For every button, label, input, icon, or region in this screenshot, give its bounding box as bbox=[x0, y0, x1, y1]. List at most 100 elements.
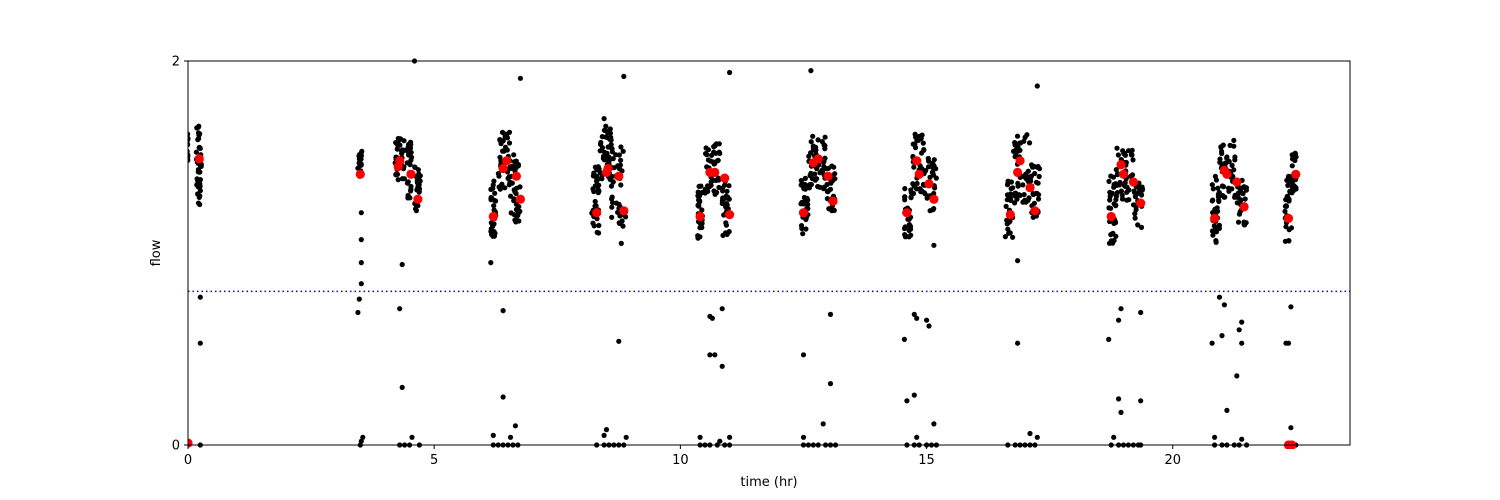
sample-point bbox=[404, 180, 410, 186]
sample-point bbox=[827, 206, 833, 212]
sample-point bbox=[712, 142, 719, 148]
sample-point bbox=[1118, 306, 1124, 312]
sample-point bbox=[800, 434, 807, 440]
sample-point bbox=[1012, 200, 1018, 206]
sample-point bbox=[914, 138, 920, 144]
mean-point bbox=[924, 179, 934, 189]
sample-point bbox=[618, 240, 624, 246]
sample-point bbox=[592, 203, 598, 209]
sample-point bbox=[1115, 152, 1121, 158]
sample-point bbox=[1133, 207, 1139, 213]
sample-point bbox=[1110, 230, 1116, 236]
sample-point bbox=[711, 188, 717, 194]
sample-point bbox=[716, 149, 722, 155]
x-tick-label: 10 bbox=[672, 453, 689, 468]
sample-point bbox=[194, 125, 200, 131]
sample-point bbox=[1015, 340, 1021, 346]
sample-point bbox=[1026, 195, 1032, 201]
sample-point bbox=[798, 223, 805, 229]
mean-point bbox=[488, 211, 498, 222]
sample-point bbox=[1116, 317, 1122, 323]
sample-point bbox=[188, 152, 190, 158]
sample-point bbox=[591, 223, 597, 229]
sample-point bbox=[931, 242, 937, 248]
sample-point bbox=[1113, 202, 1119, 208]
sample-point bbox=[514, 185, 520, 191]
sample-point bbox=[490, 432, 496, 438]
sample-point bbox=[621, 73, 627, 79]
sample-point bbox=[511, 198, 517, 204]
y-axis-ticks: 02 bbox=[172, 55, 188, 454]
sample-point bbox=[1289, 163, 1295, 169]
mean-point bbox=[725, 210, 735, 220]
sample-point bbox=[607, 126, 613, 132]
sample-point bbox=[515, 210, 521, 216]
sample-point bbox=[1138, 309, 1144, 316]
sample-point bbox=[798, 201, 804, 207]
sample-point bbox=[1008, 186, 1014, 192]
sample-point bbox=[197, 294, 203, 300]
sample-point bbox=[509, 180, 515, 186]
sample-point bbox=[1215, 208, 1221, 214]
sample-point bbox=[1013, 152, 1019, 158]
sample-point bbox=[197, 178, 203, 184]
sample-point bbox=[1132, 211, 1138, 217]
sample-point bbox=[924, 317, 930, 323]
sample-point bbox=[1221, 302, 1227, 308]
sample-point bbox=[906, 227, 912, 233]
sample-point bbox=[813, 144, 819, 150]
sample-point bbox=[920, 140, 926, 146]
sample-point bbox=[609, 204, 615, 210]
sample-point bbox=[416, 182, 422, 188]
sample-point bbox=[925, 164, 932, 170]
sample-point bbox=[197, 131, 203, 137]
sample-point bbox=[907, 223, 914, 229]
sample-point bbox=[931, 163, 937, 169]
sample-point bbox=[1216, 198, 1222, 204]
sample-point bbox=[497, 186, 503, 192]
mean-point bbox=[695, 211, 705, 222]
sample-point bbox=[513, 190, 519, 197]
sample-point bbox=[1010, 234, 1016, 240]
sample-point bbox=[1035, 196, 1042, 202]
sample-point bbox=[509, 163, 515, 169]
sample-point bbox=[1239, 340, 1245, 346]
sample-point bbox=[491, 178, 497, 184]
sample-point bbox=[726, 183, 732, 189]
sample-point bbox=[727, 69, 733, 76]
mean-point bbox=[710, 167, 720, 177]
sample-point bbox=[492, 190, 498, 196]
sample-point bbox=[1213, 239, 1219, 245]
sample-point bbox=[715, 175, 721, 181]
sample-point bbox=[707, 352, 713, 358]
sample-point bbox=[696, 197, 702, 203]
sample-point bbox=[699, 224, 705, 231]
sample-point bbox=[709, 315, 716, 321]
sample-point bbox=[1118, 188, 1124, 194]
sample-point bbox=[1216, 225, 1222, 231]
sample-point bbox=[395, 177, 401, 183]
sample-point bbox=[708, 158, 714, 164]
sample-point bbox=[407, 144, 413, 150]
sample-point bbox=[1286, 196, 1292, 203]
mean-point bbox=[823, 171, 833, 181]
mean-point bbox=[914, 169, 924, 179]
mean-point bbox=[619, 206, 629, 216]
sample-point bbox=[1116, 396, 1122, 402]
sample-point bbox=[802, 181, 808, 188]
sample-point bbox=[196, 136, 202, 142]
sample-point bbox=[397, 306, 403, 312]
sample-point bbox=[1106, 178, 1112, 184]
sample-point bbox=[1218, 144, 1224, 150]
sample-point bbox=[1111, 237, 1117, 244]
mean-point bbox=[1136, 198, 1146, 208]
mean-point bbox=[1232, 177, 1242, 187]
sample-point bbox=[808, 139, 814, 145]
sample-point bbox=[1116, 182, 1123, 188]
sample-point bbox=[405, 195, 411, 201]
mean-point bbox=[1030, 206, 1040, 216]
sample-point bbox=[497, 137, 503, 143]
sample-point bbox=[609, 149, 616, 155]
sample-point bbox=[197, 169, 203, 175]
sample-point bbox=[901, 336, 908, 342]
